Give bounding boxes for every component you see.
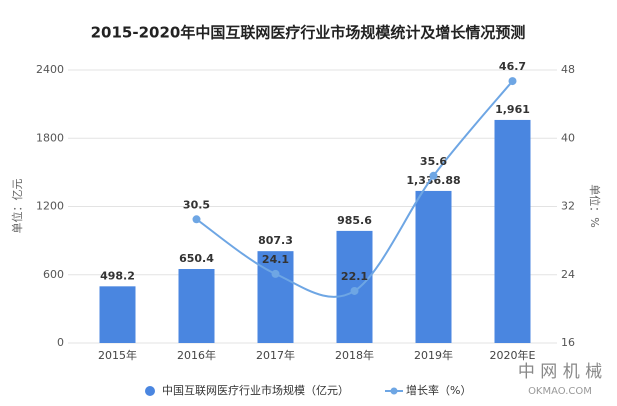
chart-title: 2015-2020年中国互联网医疗行业市场规模统计及增长情况预测 — [91, 24, 526, 42]
watermark: 中 网 机 械 — [518, 362, 602, 382]
y2-axis-label: 单位：% — [588, 184, 602, 227]
legend-marker — [390, 387, 398, 395]
y2-tick-label: 32 — [561, 200, 575, 213]
bar — [178, 269, 215, 343]
y2-tick-label: 48 — [561, 63, 575, 76]
bar-value-label: 1,336.88 — [406, 174, 460, 187]
line-point — [508, 77, 517, 86]
y-tick-label: 600 — [43, 268, 64, 281]
y-tick-label: 1200 — [36, 200, 64, 213]
line-point — [429, 171, 438, 180]
bar — [336, 230, 373, 343]
line-point — [350, 286, 359, 295]
y2-tick-label: 16 — [561, 336, 575, 349]
bar-value-label: 1,961 — [495, 103, 530, 116]
line-value-label: 22.1 — [341, 270, 368, 283]
legend-label: 中国互联网医疗行业市场规模（亿元） — [162, 383, 349, 397]
x-tick-label: 2018年 — [335, 348, 374, 362]
line-value-label: 46.7 — [499, 60, 526, 73]
bar-value-label: 498.2 — [100, 269, 135, 282]
y-axis-label: 单位：亿元 — [10, 179, 24, 234]
line — [195, 80, 514, 298]
x-tick-label: 2017年 — [256, 348, 295, 362]
bar-value-label: 985.6 — [337, 214, 372, 227]
y-tick-label: 0 — [57, 336, 64, 349]
x-tick-label: 2019年 — [414, 348, 453, 362]
watermark: OKMAO.COM — [528, 386, 592, 397]
line-value-label: 24.1 — [262, 253, 289, 266]
bar — [415, 190, 452, 343]
line-point — [192, 215, 201, 224]
line-value-label: 35.6 — [420, 155, 447, 168]
line-value-label: 30.5 — [183, 198, 210, 211]
y-tick-label: 2400 — [36, 63, 64, 76]
bar — [494, 119, 531, 343]
line-point — [271, 269, 280, 278]
y2-tick-label: 24 — [561, 268, 575, 281]
x-tick-label: 2015年 — [98, 348, 137, 362]
x-tick-label: 2020年E — [490, 348, 536, 362]
y-tick-label: 1800 — [36, 131, 64, 144]
y2-tick-label: 40 — [561, 131, 575, 144]
x-tick-label: 2016年 — [177, 348, 216, 362]
bar-value-label: 650.4 — [179, 252, 214, 265]
bar-value-label: 807.3 — [258, 234, 293, 247]
legend-marker — [145, 386, 155, 396]
legend-label: 增长率（%） — [406, 383, 471, 397]
bar — [99, 286, 136, 343]
